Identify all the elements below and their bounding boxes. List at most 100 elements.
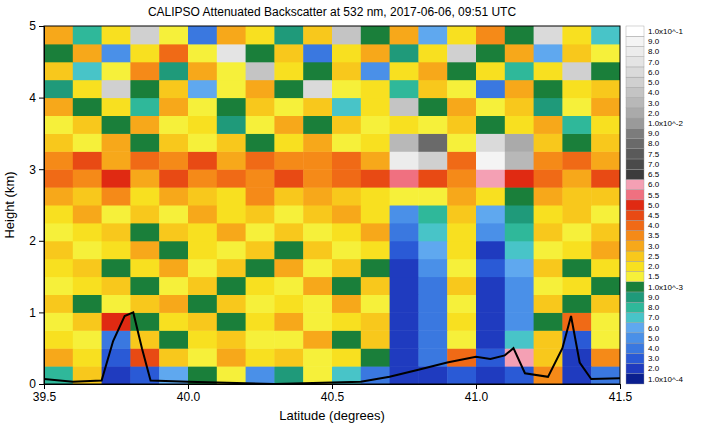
heatmap-cell [562,80,591,98]
heatmap-cell [361,223,390,241]
colorbar-label: 7.0 [648,313,660,322]
heatmap-cell [246,277,275,295]
colorbar-label: 9.0 [648,293,660,302]
heatmap-cell [246,259,275,277]
heatmap-cell [476,26,505,44]
heatmap-cell [418,295,447,313]
heatmap-cell [188,330,217,348]
heatmap-cell [303,259,332,277]
heatmap-cell [130,277,159,295]
heatmap-cell [562,259,591,277]
heatmap-cell [534,241,563,259]
heatmap-cell [44,330,73,348]
heatmap-cell [44,98,73,116]
heatmap-cell [217,169,246,187]
heatmap-cell [505,133,534,151]
heatmap-cell [274,26,303,44]
colorbar-box [626,343,644,353]
heatmap-cell [361,205,390,223]
heatmap-cell [159,80,188,98]
colorbar-box [626,282,644,292]
colorbar-box [626,333,644,343]
tick-label: 1 [29,306,36,320]
heatmap-cell [418,330,447,348]
colorbar-label: 4.0 [648,344,660,353]
heatmap-cell [246,348,275,366]
heatmap-cell [159,151,188,169]
heatmap-cell [447,133,476,151]
heatmap-cell [217,312,246,330]
heatmap-cell [390,312,419,330]
colorbar-label: 7.0 [648,58,660,67]
heatmap-cell [562,205,591,223]
colorbar-label: 9.0 [648,37,660,46]
heatmap-cell [130,116,159,134]
heatmap-cell [44,44,73,62]
heatmap-cell [159,259,188,277]
plot-area [44,26,620,384]
heatmap-cell [274,223,303,241]
colorbar-box [626,353,644,363]
heatmap-cell [217,223,246,241]
heatmap-cell [476,133,505,151]
heatmap-cell [130,295,159,313]
colorbar-label: 7.0 [648,160,660,169]
heatmap-cell [159,348,188,366]
colorbar-box [626,77,644,87]
colorbar-label: 6.0 [648,68,660,77]
heatmap-cell [418,26,447,44]
heatmap-cell [505,62,534,80]
heatmap-cell [246,44,275,62]
plot-frame [44,26,620,384]
heatmap-cell [447,312,476,330]
heatmap-cell [303,312,332,330]
heatmap-cell [159,44,188,62]
heatmap-cell [390,62,419,80]
heatmap-cell [217,277,246,295]
heatmap-cell [73,312,102,330]
heatmap-cell [130,169,159,187]
heatmap-cell [332,312,361,330]
heatmap-cell [361,330,390,348]
heatmap-cell [274,187,303,205]
colorbar-label: 6.0 [648,180,660,189]
heatmap-cell [418,62,447,80]
heatmap-cell [274,330,303,348]
colorbar-label: 2.0 [648,364,660,373]
heatmap-cell [534,330,563,348]
heatmap-cell [73,187,102,205]
colorbar-label: 2.0 [648,262,660,271]
colorbar-label: 4.0 [648,221,660,230]
tick-mark [39,98,44,99]
heatmap-cell [591,330,620,348]
tick-label: 40.0 [177,390,201,404]
colorbar-label: 5.0 [648,78,660,87]
colorbar-box [626,292,644,302]
heatmap-cell [102,44,131,62]
heatmap-cell [562,98,591,116]
heatmap-cell [303,62,332,80]
heatmap-cell [505,259,534,277]
heatmap-cell [303,26,332,44]
heatmap-cell [361,187,390,205]
heatmap-cell [332,205,361,223]
heatmap-cell [534,116,563,134]
heatmap-cell [159,26,188,44]
heatmap-cell [447,151,476,169]
heatmap-cell [591,62,620,80]
heatmap-cell [332,116,361,134]
heatmap-cell [505,241,534,259]
colorbar-box [626,374,644,384]
tick-mark [39,169,44,170]
heatmap-cell [102,62,131,80]
heatmap-cell [332,259,361,277]
heatmap-cell [188,44,217,62]
heatmap-cell [159,295,188,313]
heatmap-cell [534,223,563,241]
heatmap-cell [562,151,591,169]
heatmap-cell [102,116,131,134]
colorbar-box [626,128,644,138]
heatmap-cell [130,26,159,44]
heatmap-cell [188,26,217,44]
heatmap-cell [44,80,73,98]
